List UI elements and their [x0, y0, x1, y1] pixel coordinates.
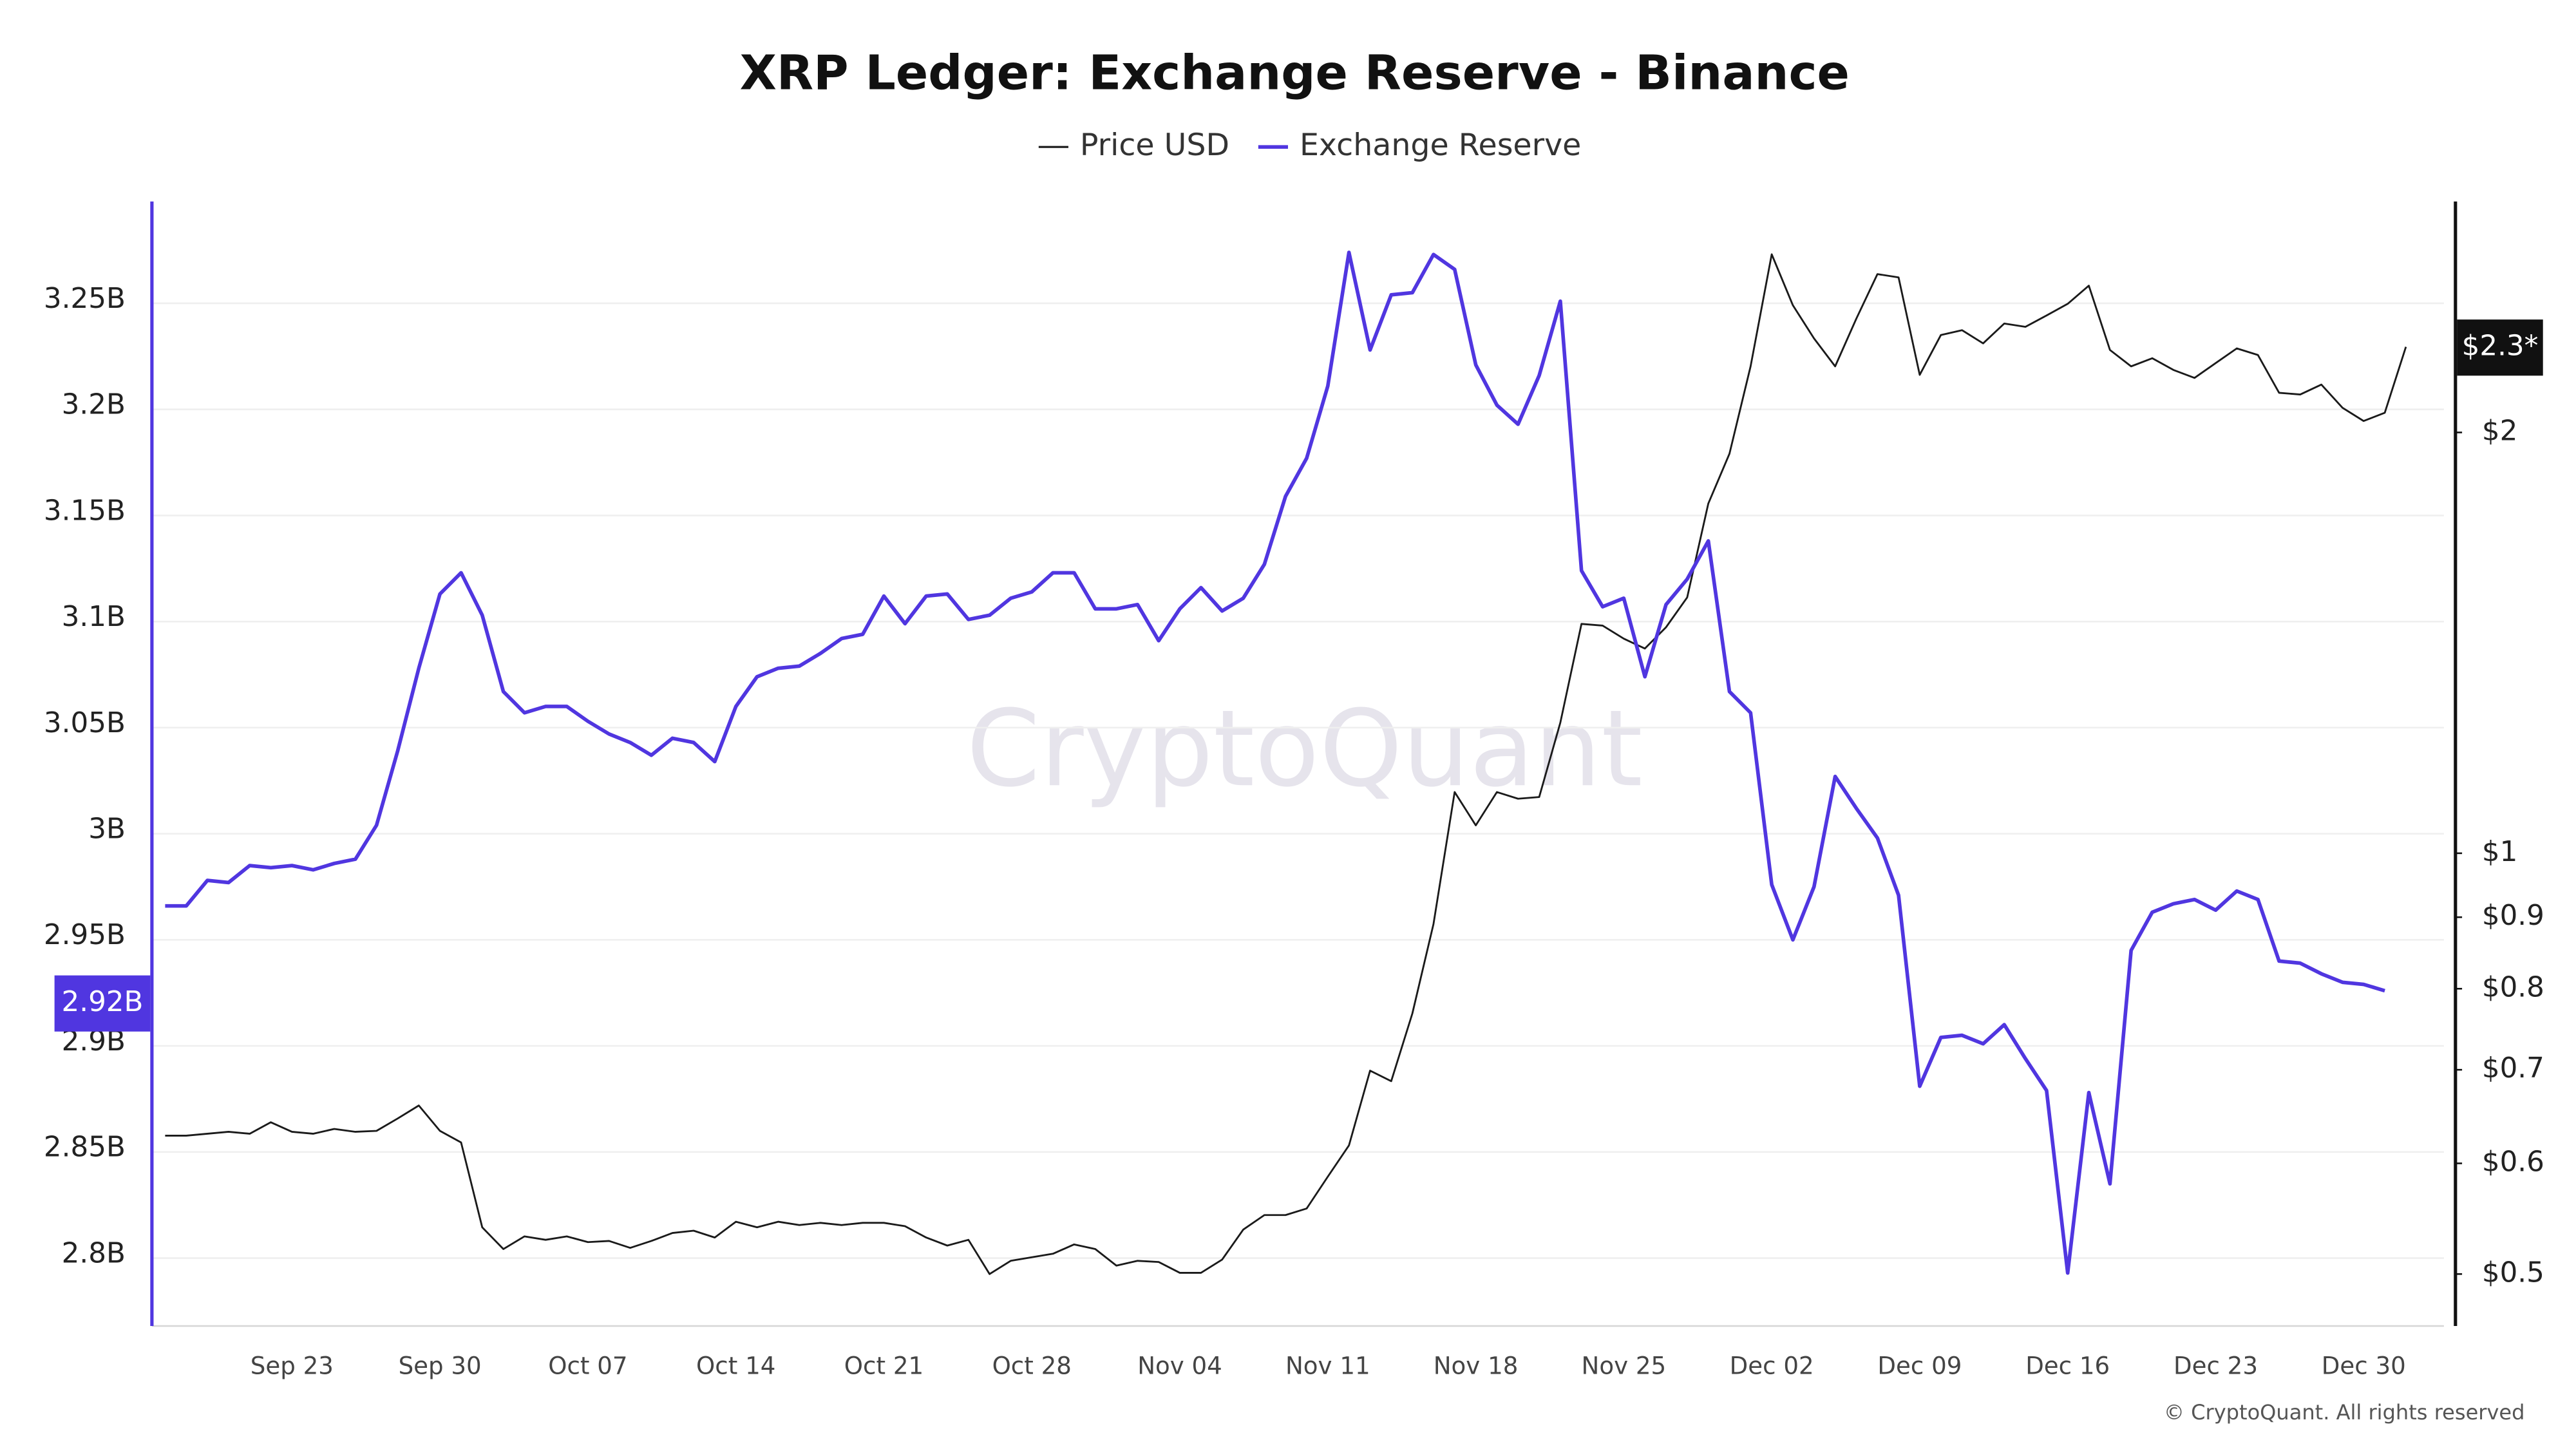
- x-tick-label: Dec 02: [1730, 1352, 1814, 1380]
- current-value-label: $2.3*: [2462, 330, 2539, 363]
- y-tick-label: 2.8B: [62, 1237, 126, 1269]
- y-tick-label: 3.1B: [62, 601, 126, 633]
- x-tick-label: Dec 09: [1877, 1352, 1962, 1380]
- y-tick-label: 3.2B: [62, 389, 126, 421]
- y2-tick-label: $0.8: [2482, 971, 2544, 1003]
- series-line: [165, 251, 2385, 1275]
- chart-title: XRP Ledger: Exchange Reserve - Binance: [740, 44, 1850, 100]
- series-line: [165, 253, 2407, 1275]
- legend-label: Price USD: [1080, 128, 1229, 163]
- x-tick-label: Nov 18: [1434, 1352, 1519, 1380]
- current-value-badge: [2457, 319, 2543, 376]
- x-tick-label: Sep 23: [251, 1352, 334, 1380]
- y-tick-label: 2.85B: [44, 1132, 126, 1164]
- y2-tick-label: $0.6: [2482, 1146, 2544, 1178]
- y2-tick-label: $0.9: [2482, 900, 2544, 932]
- y2-tick-label: $1: [2482, 836, 2517, 868]
- footer: © CryptoQuant. All rights reserved: [2164, 1400, 2525, 1425]
- watermark: CryptoQuant: [967, 687, 1643, 810]
- current-value-label: 2.92B: [62, 986, 144, 1018]
- y-tick-label: 3.05B: [44, 707, 126, 739]
- legend-label: Exchange Reserve: [1300, 128, 1581, 163]
- x-tick-label: Oct 21: [844, 1352, 923, 1380]
- x-tick-label: Oct 28: [992, 1352, 1072, 1380]
- x-tick-label: Oct 14: [696, 1352, 775, 1380]
- current-value-badge: [54, 975, 151, 1032]
- x-tick-label: Dec 23: [2174, 1352, 2258, 1380]
- y-tick-label: 3.25B: [44, 283, 126, 315]
- x-tick-label: Nov 25: [1582, 1352, 1667, 1380]
- x-tick-label: Dec 30: [2322, 1352, 2406, 1380]
- y2-tick-label: $0.5: [2482, 1256, 2544, 1289]
- y-tick-label: 2.95B: [44, 919, 126, 951]
- y-tick-label: 3B: [88, 813, 126, 845]
- y-tick-label: 3.15B: [44, 495, 126, 527]
- y2-tick-label: $2: [2482, 415, 2517, 447]
- y2-tick-label: $0.7: [2482, 1052, 2544, 1084]
- x-tick-label: Nov 11: [1285, 1352, 1370, 1380]
- x-tick-label: Sep 30: [399, 1352, 482, 1380]
- x-tick-label: Oct 07: [548, 1352, 627, 1380]
- x-tick-label: Dec 16: [2025, 1352, 2110, 1380]
- x-tick-label: Nov 04: [1137, 1352, 1222, 1380]
